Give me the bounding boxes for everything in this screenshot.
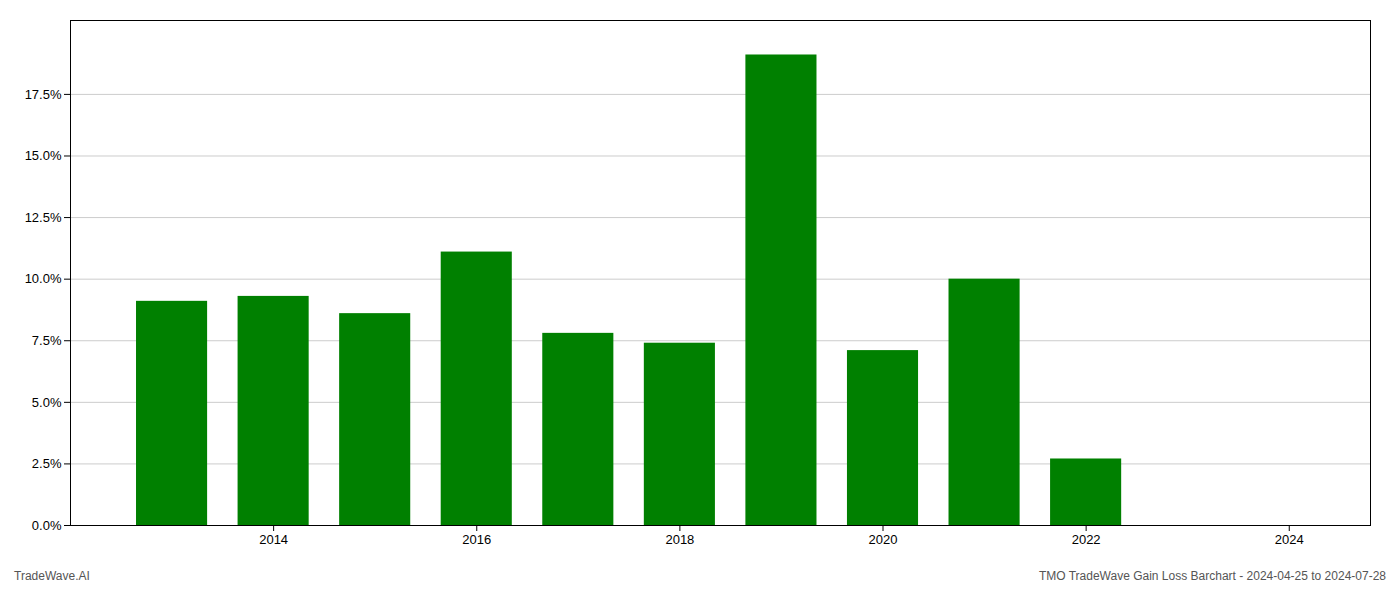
svg-text:2018: 2018 — [665, 532, 694, 547]
svg-text:12.5%: 12.5% — [25, 210, 62, 225]
svg-text:15.0%: 15.0% — [25, 148, 62, 163]
svg-text:2.5%: 2.5% — [32, 456, 62, 471]
svg-text:10.0%: 10.0% — [25, 271, 62, 286]
html-text:TMO TradeWave Gain Loss Barcha: TMO TradeWave Gain Loss Barchart - 2024-… — [1038, 569, 1386, 583]
svg-text:7.5%: 7.5% — [32, 333, 62, 348]
svg-text:2020: 2020 — [869, 532, 898, 547]
svg-text:17.5%: 17.5% — [25, 87, 62, 102]
svg-text:2014: 2014 — [259, 532, 288, 547]
svg-text:2016: 2016 — [462, 532, 491, 547]
svg-text:2022: 2022 — [1072, 532, 1101, 547]
svg-text:5.0%: 5.0% — [32, 394, 62, 409]
svg-text:0.0%: 0.0% — [32, 518, 62, 533]
svg-text:2024: 2024 — [1275, 532, 1304, 547]
html-text:TradeWave.AI: TradeWave.AI — [14, 569, 90, 583]
